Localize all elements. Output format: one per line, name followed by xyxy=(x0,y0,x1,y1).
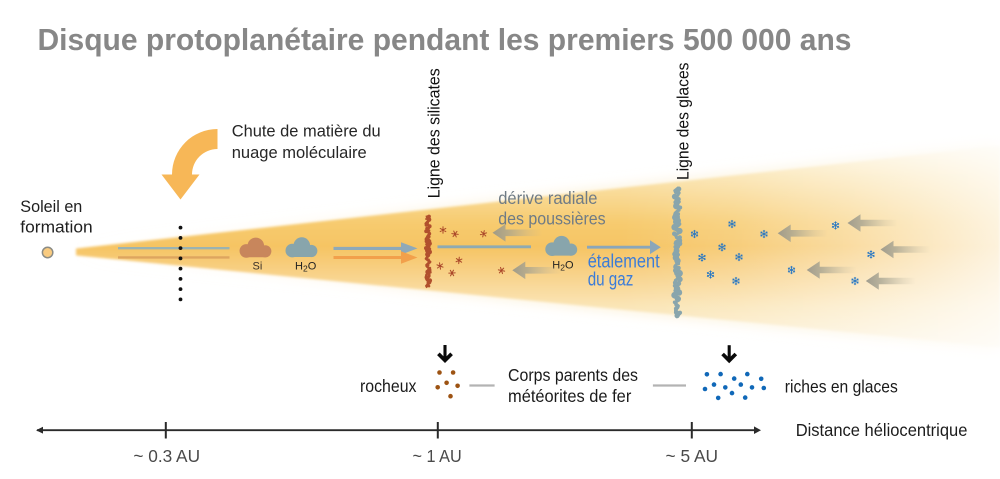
svg-text:Ligne des glaces: Ligne des glaces xyxy=(674,63,693,181)
svg-text:Disque protoplanétaire pendant: Disque protoplanétaire pendant les premi… xyxy=(38,22,852,57)
svg-text:rocheux: rocheux xyxy=(360,376,417,396)
svg-text:~ 5 AU: ~ 5 AU xyxy=(666,446,719,466)
svg-text:formation: formation xyxy=(20,217,92,236)
svg-text:du gaz: du gaz xyxy=(588,269,634,290)
svg-text:Ligne des silicates: Ligne des silicates xyxy=(425,68,444,198)
svg-text:Soleil en: Soleil en xyxy=(20,197,82,216)
svg-text:~ 0.3 AU: ~ 0.3 AU xyxy=(133,446,200,466)
svg-text:des poussières: des poussières xyxy=(498,209,606,229)
svg-text:météorites de fer: météorites de fer xyxy=(508,386,631,406)
svg-text:dérive radiale: dérive radiale xyxy=(498,188,597,208)
svg-text:riches en glaces: riches en glaces xyxy=(785,376,898,396)
svg-text:~ 1 AU: ~ 1 AU xyxy=(413,446,462,466)
svg-text:étalement: étalement xyxy=(588,252,661,273)
svg-text:Distance héliocentrique: Distance héliocentrique xyxy=(796,420,968,440)
svg-text:H2O: H2O xyxy=(295,260,317,273)
svg-text:nuage moléculaire: nuage moléculaire xyxy=(232,143,367,162)
svg-text:Si: Si xyxy=(253,260,263,272)
svg-text:Corps parents des: Corps parents des xyxy=(508,365,638,385)
svg-text:Chute de matière du: Chute de matière du xyxy=(232,121,381,140)
